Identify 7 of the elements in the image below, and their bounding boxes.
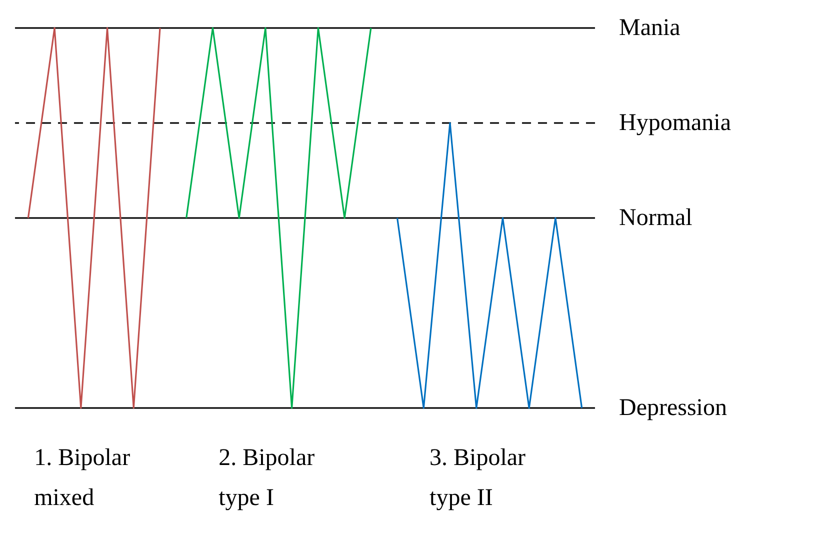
series-label: 1. Bipolar mixed bbox=[34, 445, 130, 511]
series-label: 3. Bipolar type II bbox=[430, 445, 526, 511]
ref-line-label: Mania bbox=[619, 15, 681, 41]
ref-line-label: Depression bbox=[619, 395, 727, 421]
series-label: 2. Bipolar type I bbox=[218, 445, 315, 511]
ref-line-label: Hypomania bbox=[619, 110, 732, 136]
ref-line-label: Normal bbox=[619, 205, 693, 231]
